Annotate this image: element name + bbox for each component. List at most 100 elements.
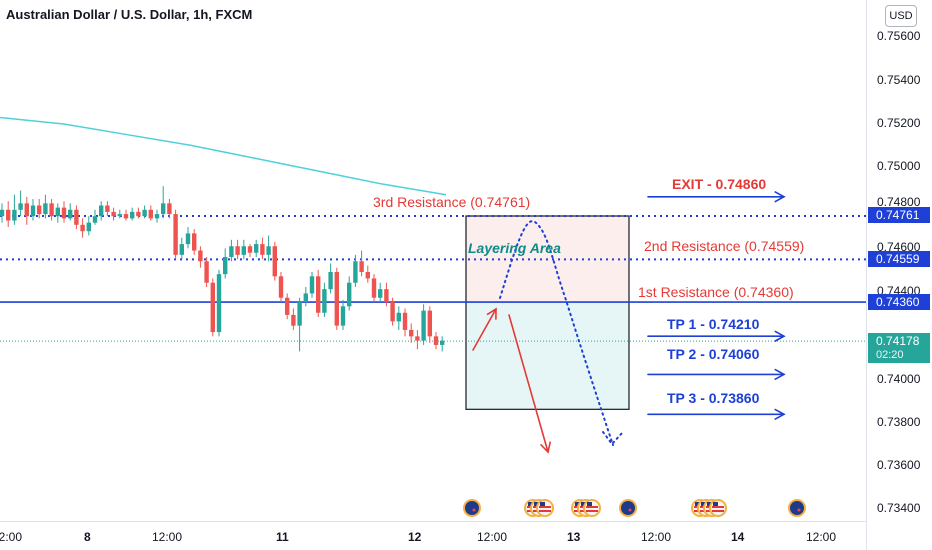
aud-flag-star	[797, 508, 801, 512]
candle-body	[154, 214, 160, 219]
moving-average-line	[0, 116, 447, 196]
target-arrow-3-head	[774, 408, 786, 420]
candle-body	[291, 314, 296, 326]
candle-body	[328, 272, 333, 290]
candle-body	[123, 214, 129, 219]
label-tp1: TP 1 - 0.74210	[667, 316, 760, 332]
candle-body	[49, 203, 54, 217]
candle-body	[204, 261, 209, 283]
usd-flag-canton	[701, 502, 706, 506]
candle-body	[285, 297, 290, 315]
usd-flag-canton	[587, 502, 592, 506]
target-arrow-0-head	[774, 191, 786, 203]
drop-arrow-head	[540, 441, 552, 454]
target-area-zone	[466, 302, 629, 410]
label-1st-resistance: 1st Resistance (0.74360)	[638, 284, 794, 300]
price-badge-2nd-resistance: 0.74559	[868, 251, 930, 267]
label-3rd-resistance: 3rd Resistance (0.74761)	[373, 194, 531, 210]
y-tick: 0.75000	[877, 159, 921, 173]
candle-body	[322, 289, 327, 313]
candle-body	[37, 205, 42, 215]
candle-body	[167, 203, 172, 215]
y-tick: 0.75400	[877, 73, 921, 87]
candle-body	[18, 203, 23, 210]
x-tick: 12:00	[0, 530, 23, 544]
candle-body	[68, 209, 73, 219]
candle-body	[198, 250, 203, 262]
candle-body	[316, 276, 321, 313]
candle-body	[427, 310, 432, 337]
candle-body	[0, 209, 5, 217]
candle-body	[111, 211, 116, 217]
bounce-arrow	[472, 308, 497, 351]
candle-body	[297, 302, 302, 326]
x-tick: 8	[84, 530, 91, 544]
target-arrow-2-head	[774, 368, 786, 380]
y-tick: 0.75600	[877, 29, 921, 43]
last-price-value: 0.74178	[876, 334, 920, 348]
aud-flag-icon	[465, 501, 479, 515]
candle-body	[173, 214, 178, 255]
candle-body	[353, 261, 358, 283]
label-tp3: TP 3 - 0.73860	[667, 390, 760, 406]
label-layering-area: Layering Area	[468, 240, 561, 256]
aud-flag-star	[472, 508, 476, 512]
candle-body	[334, 272, 339, 326]
candle-countdown: 02:20	[876, 349, 904, 361]
x-tick: 12:00	[152, 530, 183, 544]
candle-body	[61, 207, 67, 219]
candle-body	[136, 211, 141, 217]
currency-button[interactable]: USD	[885, 5, 917, 27]
price-badge-3rd-resistance: 0.74761	[868, 207, 930, 223]
candle-body	[260, 244, 265, 255]
last-price-badge: 0.74178 02:20	[868, 333, 930, 363]
candle-body	[347, 282, 352, 307]
usd-flag-canton	[707, 502, 712, 506]
candle-body	[371, 278, 377, 298]
y-tick: 0.73600	[877, 458, 921, 472]
candle-body	[433, 336, 439, 345]
aud-flag-icon	[790, 501, 804, 515]
candle-body	[99, 205, 104, 217]
candle-body	[440, 340, 445, 345]
label-exit: EXIT - 0.74860	[672, 176, 767, 192]
candle-body	[365, 272, 370, 279]
candle-body	[340, 306, 346, 326]
y-tick: 0.74800	[877, 195, 921, 209]
candle-body	[92, 216, 98, 223]
candle-body	[130, 211, 135, 219]
candle-body	[117, 214, 122, 217]
candle-body	[303, 293, 308, 303]
aud-flag-star	[628, 508, 632, 512]
candle-body	[278, 276, 284, 298]
candle-body	[86, 222, 91, 232]
usd-flag-canton	[713, 502, 718, 506]
candle-body	[415, 336, 420, 341]
label-2nd-resistance: 2nd Resistance (0.74559)	[644, 238, 805, 254]
candle-body	[12, 209, 17, 221]
candle-body	[247, 246, 253, 253]
y-tick: 0.74600	[877, 240, 921, 254]
projected-path	[499, 220, 614, 446]
time-axis-divider	[0, 521, 866, 522]
candle-body	[229, 246, 234, 257]
y-tick: 0.75200	[877, 116, 921, 130]
price-badge-1st-resistance: 0.74360	[868, 294, 930, 310]
candle-body	[254, 244, 259, 253]
label-tp2: TP 2 - 0.74060	[667, 346, 760, 362]
candle-body	[223, 256, 228, 275]
projected-path-head	[602, 431, 623, 446]
candle-body	[241, 246, 246, 255]
candle-body	[266, 246, 271, 255]
candle-body	[396, 312, 401, 322]
usd-flag-canton	[575, 502, 580, 506]
candle-body	[272, 246, 277, 277]
x-tick: 12	[408, 530, 422, 544]
candle-body	[55, 207, 60, 217]
candle-body	[161, 203, 166, 215]
candle-body	[179, 244, 184, 255]
usd-flag-stripe	[712, 506, 724, 508]
candle-body	[402, 312, 408, 330]
candle-body	[192, 233, 197, 251]
